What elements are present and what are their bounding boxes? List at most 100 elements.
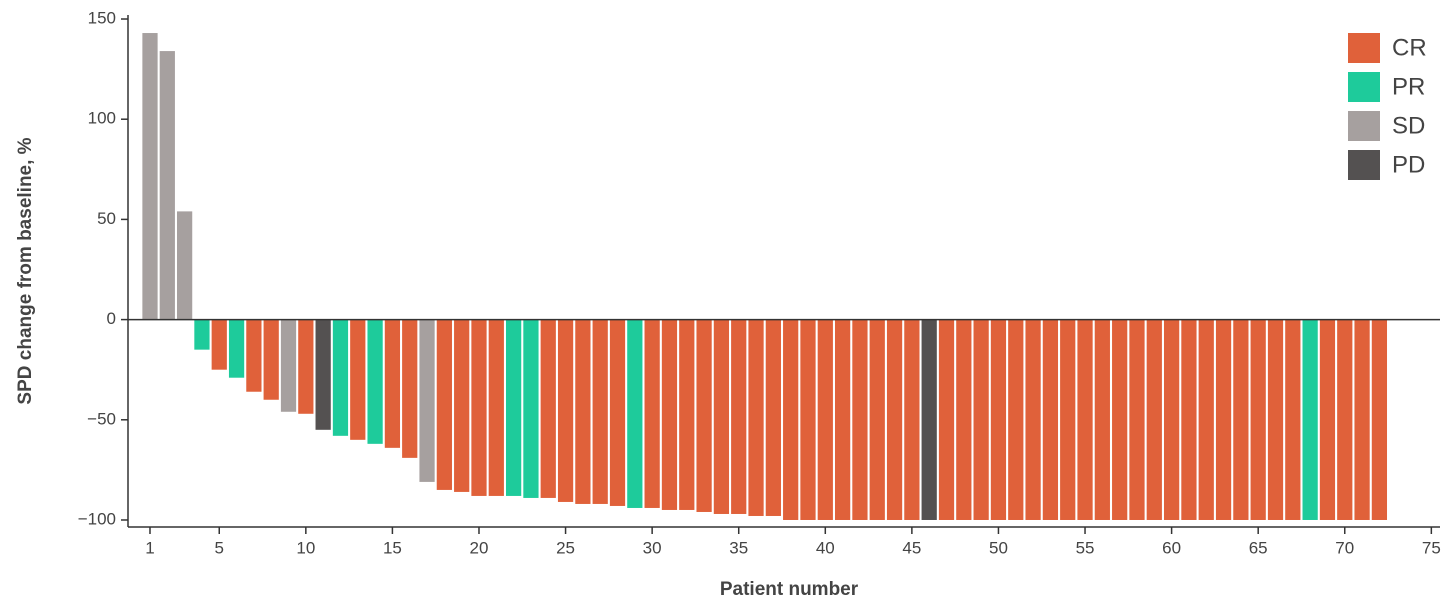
bar (990, 319, 1007, 520)
bar (1042, 319, 1059, 520)
bar (1112, 319, 1128, 520)
bar (886, 319, 903, 520)
bar (1146, 319, 1162, 520)
bar (783, 319, 799, 520)
bar (904, 319, 920, 520)
legend-label: SD (1392, 112, 1425, 139)
x-tick-label: 30 (643, 538, 662, 557)
x-axis-title: Patient number (720, 579, 859, 600)
x-tick-label: 65 (1249, 538, 1268, 557)
legend-swatch (1348, 150, 1380, 180)
bar (1008, 319, 1024, 520)
x-tick-label: 50 (989, 538, 1008, 557)
bar (679, 319, 695, 510)
bar (384, 319, 401, 448)
legend-label: PR (1392, 73, 1425, 100)
bar (1129, 319, 1145, 520)
bar (1371, 319, 1388, 520)
bar (454, 319, 470, 492)
x-tick-label: 25 (556, 538, 575, 557)
y-axis-title: SPD change from baseline, % (15, 137, 36, 404)
bar (488, 319, 504, 496)
bar (1094, 319, 1110, 520)
bar (1025, 319, 1041, 520)
bar (159, 51, 175, 320)
bar (575, 319, 591, 504)
bar (402, 319, 418, 458)
bar (661, 319, 678, 510)
bar (1215, 319, 1232, 520)
bar (1319, 319, 1336, 520)
x-tick-label: 10 (296, 538, 315, 557)
bar (1285, 319, 1301, 520)
x-tick-label: 70 (1335, 538, 1354, 557)
bar (315, 319, 331, 430)
bar (523, 319, 539, 498)
bar (1267, 319, 1284, 520)
bar (731, 319, 747, 514)
y-tick-label: 50 (97, 209, 116, 228)
bar (540, 319, 556, 498)
x-tick-label: 40 (816, 538, 835, 557)
bar (973, 319, 989, 520)
y-tick-label: 100 (88, 109, 116, 128)
bar (298, 319, 314, 414)
x-tick-label: 55 (1076, 538, 1095, 557)
bar (1250, 319, 1266, 520)
x-tick-label: 20 (470, 538, 489, 557)
bar (1198, 319, 1214, 520)
bar (280, 319, 297, 412)
bar (367, 319, 383, 444)
bar (177, 211, 193, 320)
bar (436, 319, 452, 490)
bar (350, 319, 366, 440)
bar (194, 319, 210, 350)
bar (592, 319, 608, 504)
legend-label: CR (1392, 34, 1427, 61)
bar (1163, 319, 1180, 520)
bar (1302, 319, 1318, 520)
y-tick-label: 0 (107, 309, 116, 328)
bar (748, 319, 764, 516)
bar (263, 319, 279, 400)
bar (765, 319, 781, 516)
y-tick-label: 150 (88, 8, 116, 27)
legend-swatch (1348, 33, 1380, 63)
bar (956, 319, 972, 520)
y-tick-label: −50 (87, 409, 116, 428)
bar (142, 33, 158, 320)
bar (852, 319, 868, 520)
bar (800, 319, 816, 520)
x-tick-label: 60 (1162, 538, 1181, 557)
bar (1077, 319, 1093, 520)
x-tick-label: 45 (902, 538, 921, 557)
bar (557, 319, 574, 502)
bar (869, 319, 885, 520)
x-tick-label: 1 (145, 538, 154, 557)
legend-label: PD (1392, 151, 1425, 178)
bar (834, 319, 851, 520)
bar (1337, 319, 1353, 520)
bar (1181, 319, 1197, 520)
legend-swatch (1348, 111, 1380, 141)
bar (609, 319, 626, 506)
bar (938, 319, 955, 520)
bar (921, 319, 937, 520)
bar (419, 319, 435, 482)
x-tick-label: 35 (729, 538, 748, 557)
bar (817, 319, 833, 520)
x-tick-label: 5 (215, 538, 224, 557)
legend-swatch (1348, 72, 1380, 102)
bar (1060, 319, 1076, 520)
bar (228, 319, 245, 378)
bar (246, 319, 262, 392)
bar (713, 319, 730, 514)
bar (627, 319, 643, 508)
bar (644, 319, 660, 508)
bar (332, 319, 349, 436)
x-tick-label: 15 (383, 538, 402, 557)
x-tick-label: 75 (1422, 538, 1441, 557)
bar (211, 319, 227, 370)
bar (1233, 319, 1249, 520)
